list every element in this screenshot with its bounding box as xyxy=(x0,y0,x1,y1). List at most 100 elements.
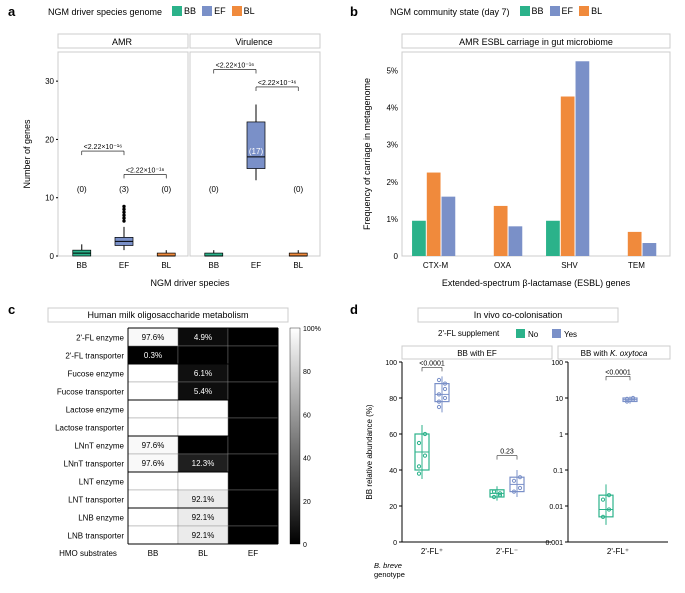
svg-text:2%: 2% xyxy=(386,178,398,187)
svg-text:(0): (0) xyxy=(77,185,87,194)
svg-text:TEM: TEM xyxy=(628,261,645,270)
svg-text:5.4%: 5.4% xyxy=(194,387,212,396)
svg-text:EF: EF xyxy=(119,261,129,270)
svg-text:Human milk oligosaccharide met: Human milk oligosaccharide metabolism xyxy=(87,310,248,320)
svg-text:20: 20 xyxy=(303,499,311,506)
svg-text:<2.22×10⁻¹⁶: <2.22×10⁻¹⁶ xyxy=(84,144,123,151)
svg-text:20: 20 xyxy=(389,504,397,511)
svg-text:20: 20 xyxy=(45,135,54,144)
panel-d-label: d xyxy=(350,302,358,317)
panel-a-label: a xyxy=(8,4,15,19)
svg-text:AMR: AMR xyxy=(112,37,133,47)
svg-text:Lactose transporter: Lactose transporter xyxy=(55,424,124,433)
svg-text:0.001: 0.001 xyxy=(545,540,563,547)
svg-text:BL: BL xyxy=(161,261,171,270)
svg-text:Lactose enzyme: Lactose enzyme xyxy=(66,406,125,415)
svg-text:0.23: 0.23 xyxy=(500,449,514,456)
svg-text:40: 40 xyxy=(303,456,311,463)
svg-text:4.9%: 4.9% xyxy=(194,333,212,342)
svg-text:2'-FL⁻: 2'-FL⁻ xyxy=(496,547,518,556)
svg-text:1%: 1% xyxy=(386,215,398,224)
svg-text:LNnT enzyme: LNnT enzyme xyxy=(74,442,124,451)
svg-text:BB: BB xyxy=(76,261,87,270)
svg-text:Frequency of carriage in metag: Frequency of carriage in metagenome xyxy=(362,78,372,230)
svg-text:30: 30 xyxy=(45,77,54,86)
svg-text:LNB enzyme: LNB enzyme xyxy=(78,514,124,523)
svg-text:In vivo co-colonisation: In vivo co-colonisation xyxy=(474,310,563,320)
svg-text:(3): (3) xyxy=(119,185,129,194)
svg-text:No: No xyxy=(528,330,539,339)
svg-text:BB: BB xyxy=(208,261,219,270)
svg-text:40: 40 xyxy=(389,468,397,475)
svg-text:0: 0 xyxy=(303,542,307,549)
svg-text:B. breve: B. breve xyxy=(374,561,402,570)
svg-text:1: 1 xyxy=(559,432,563,439)
svg-text:97.6%: 97.6% xyxy=(142,441,165,450)
svg-text:LNT enzyme: LNT enzyme xyxy=(79,478,125,487)
svg-text:NGM driver species: NGM driver species xyxy=(150,278,230,288)
svg-text:12.3%: 12.3% xyxy=(192,459,215,468)
svg-text:LNT transporter: LNT transporter xyxy=(68,496,124,505)
svg-text:Yes: Yes xyxy=(564,330,577,339)
svg-text:2'-FL supplement: 2'-FL supplement xyxy=(438,329,500,338)
panel-d-chart: In vivo co-colonisation 2'-FL supplement N… xyxy=(358,306,678,586)
svg-text:<2.22×10⁻¹⁶: <2.22×10⁻¹⁶ xyxy=(126,167,165,174)
svg-text:5%: 5% xyxy=(386,67,398,76)
svg-text:(17): (17) xyxy=(249,147,264,156)
svg-text:BB with EF: BB with EF xyxy=(457,349,497,358)
svg-text:Fucose transporter: Fucose transporter xyxy=(57,388,124,397)
svg-text:Extended-spectrum β-lactamase: Extended-spectrum β-lactamase (ESBL) gen… xyxy=(442,278,631,288)
svg-text:genotype: genotype xyxy=(374,570,405,579)
svg-text:EF: EF xyxy=(251,261,261,270)
svg-text:60: 60 xyxy=(389,432,397,439)
panel-b-legend: NGM community state (day 7) BBEFBL xyxy=(390,6,602,18)
svg-text:HMO substrates: HMO substrates xyxy=(59,549,117,558)
svg-text:BB: BB xyxy=(148,549,159,558)
svg-text:<0.0001: <0.0001 xyxy=(419,360,445,367)
panel-b-label: b xyxy=(350,4,358,19)
svg-text:80: 80 xyxy=(303,369,311,376)
svg-text:EF: EF xyxy=(248,549,258,558)
svg-text:<2.22×10⁻¹⁶: <2.22×10⁻¹⁶ xyxy=(216,62,255,69)
svg-text:60: 60 xyxy=(303,412,311,419)
svg-text:92.1%: 92.1% xyxy=(192,531,215,540)
svg-text:BL: BL xyxy=(198,549,208,558)
svg-text:Virulence: Virulence xyxy=(235,37,272,47)
panel-c-chart: Human milk oligosaccharide metabolism 2'-… xyxy=(18,306,328,586)
svg-text:2'-FL transporter: 2'-FL transporter xyxy=(65,352,124,361)
svg-text:LNnT transporter: LNnT transporter xyxy=(64,460,125,469)
svg-text:0: 0 xyxy=(393,540,397,547)
svg-text:0: 0 xyxy=(50,252,55,261)
svg-text:(0): (0) xyxy=(161,185,171,194)
svg-text:<0.0001: <0.0001 xyxy=(605,369,631,376)
svg-text:Fucose enzyme: Fucose enzyme xyxy=(68,370,125,379)
svg-text:SHV: SHV xyxy=(561,261,578,270)
svg-text:2'-FL⁺: 2'-FL⁺ xyxy=(421,547,443,556)
svg-text:(0): (0) xyxy=(293,185,303,194)
svg-text:80: 80 xyxy=(389,396,397,403)
svg-text:97.6%: 97.6% xyxy=(142,459,165,468)
svg-text:CTX-M: CTX-M xyxy=(423,261,449,270)
panel-b-legend-title: NGM community state (day 7) xyxy=(390,7,510,17)
panel-a-legend: NGM driver species genome BBEFBL xyxy=(48,6,255,18)
svg-text:97.6%: 97.6% xyxy=(142,333,165,342)
svg-text:BL: BL xyxy=(293,261,303,270)
svg-text:LNB transporter: LNB transporter xyxy=(68,532,125,541)
svg-text:10: 10 xyxy=(45,194,54,203)
panel-c-label: c xyxy=(8,302,15,317)
panel-a-chart: AMR Virulence 0 10 20 30 Number of genes NGM dr… xyxy=(18,22,328,290)
svg-text:0.3%: 0.3% xyxy=(144,351,162,360)
svg-text:0.01: 0.01 xyxy=(549,504,563,511)
svg-text:2'-FL⁺: 2'-FL⁺ xyxy=(607,547,629,556)
panel-b-chart: AMR ESBL carriage in gut microbiome01%2%… xyxy=(358,22,678,290)
svg-text:BB relative abundance (%): BB relative abundance (%) xyxy=(365,404,374,500)
svg-text:Number of genes: Number of genes xyxy=(22,119,32,189)
svg-text:100: 100 xyxy=(551,360,563,367)
svg-text:6.1%: 6.1% xyxy=(194,369,212,378)
svg-text:OXA: OXA xyxy=(494,261,512,270)
svg-text:0.1: 0.1 xyxy=(553,468,563,475)
svg-text:<2.22×10⁻¹⁶: <2.22×10⁻¹⁶ xyxy=(258,80,297,87)
svg-text:92.1%: 92.1% xyxy=(192,513,215,522)
svg-text:BB with K. oxytoca: BB with K. oxytoca xyxy=(581,349,648,358)
svg-text:100: 100 xyxy=(385,360,397,367)
